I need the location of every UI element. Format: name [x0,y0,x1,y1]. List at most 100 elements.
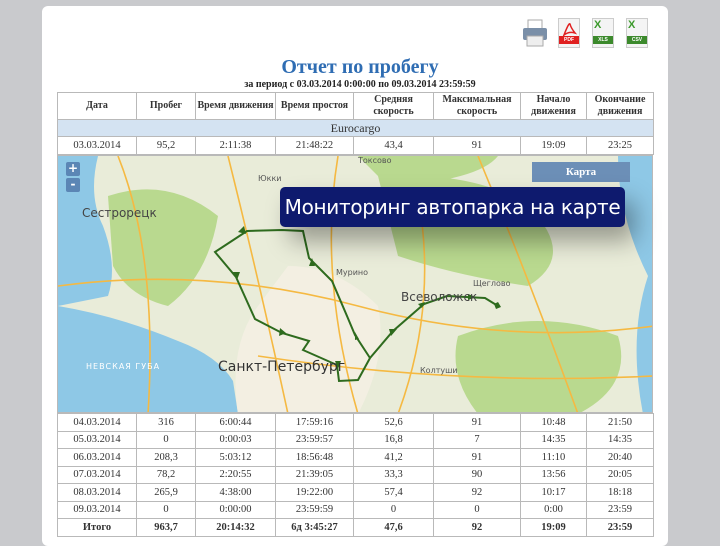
cell: 57,4 [353,483,434,502]
table-row[interactable]: 03.03.2014 95,2 2:11:38 21:48:22 43,4 91… [57,136,654,155]
col-header[interactable]: Максимальная скорость [433,92,521,120]
cell: 90 [433,465,521,484]
report-table-body: 04.03.2014 316 6:00:44 17:59:16 52,6 91 10:48 2… [57,413,654,537]
cell: 16,8 [353,430,434,449]
map-label: Мурино [336,268,369,277]
zoom-out-button[interactable]: - [66,178,80,192]
cell: 08.03.2014 [57,483,137,502]
cell: 0 [136,430,196,449]
cell: 19:09 [520,518,587,537]
cell: 47,6 [353,518,434,537]
xls-icon: X XLS [592,18,614,48]
cell: 23:59 [586,518,654,537]
table-row[interactable]: 06.03.2014 208,3 5:03:12 18:56:48 41,2 91 11:1… [57,448,654,467]
csv-icon: X CSV [626,18,648,48]
cell: 07.03.2014 [57,465,137,484]
xls-button[interactable]: X XLS [590,18,616,48]
col-header[interactable]: Средняя скорость [353,92,434,120]
cell: 2:11:38 [195,136,276,155]
vehicle-group-row: Eurocargo [57,119,654,137]
map-label: Сестрорецк [82,206,157,220]
map-layer-button[interactable]: Карта [532,162,630,182]
cell: 91 [433,448,521,467]
map-label: Юкки [258,174,282,183]
pdf-icon: PDF [558,18,580,48]
promo-banner: Мониторинг автопарка на карте [280,187,625,227]
cell: 13:56 [520,465,587,484]
col-header[interactable]: Окончание движения [586,92,654,120]
print-icon [523,19,547,47]
table-row[interactable]: 04.03.2014 316 6:00:44 17:59:16 52,6 91 10:48 2… [57,413,654,432]
cell: 95,2 [136,136,196,155]
cell: 14:35 [586,430,654,449]
cell: 20:05 [586,465,654,484]
zoom-in-button[interactable]: + [66,161,80,176]
cell: 6д 3:45:27 [275,518,354,537]
cell: 03.03.2014 [57,136,137,155]
report-table-header: Дата Пробег Время движения Время простоя… [57,92,654,155]
cell: 11:10 [520,448,587,467]
cell: 10:48 [520,413,587,432]
col-header[interactable]: Время простоя [275,92,354,120]
print-button[interactable] [522,18,548,48]
cell: 0 [353,500,434,519]
cell: 92 [433,518,521,537]
cell: 20:14:32 [195,518,276,537]
cell: 92 [433,483,521,502]
cell: 04.03.2014 [57,413,137,432]
cell: 0:00:03 [195,430,276,449]
cell: 208,3 [136,448,196,467]
table-row[interactable]: 08.03.2014 265,9 4:38:00 19:22:00 57,4 92 10:1… [57,483,654,502]
map-label: Колтуши [420,366,458,375]
export-toolbar: PDF X XLS X CSV [522,18,650,48]
cell: 5:03:12 [195,448,276,467]
table-row[interactable]: 05.03.2014 0 0:00:03 23:59:57 16,8 7 14:35 14:3… [57,430,654,449]
cell: 41,2 [353,448,434,467]
cell: 23:59:59 [275,500,354,519]
water-neva-bay [58,306,238,412]
cell: 18:56:48 [275,448,354,467]
cell: 17:59:16 [275,413,354,432]
cell: 52,6 [353,413,434,432]
csv-button[interactable]: X CSV [624,18,650,48]
col-header[interactable]: Время движения [195,92,276,120]
vehicle-route [213,229,499,383]
cell: 23:59 [586,500,654,519]
map-label: Токсово [358,156,392,165]
col-header[interactable]: Пробег [136,92,196,120]
cell: 06.03.2014 [57,448,137,467]
cell: 18:18 [586,483,654,502]
total-row[interactable]: Итого 963,7 20:14:32 6д 3:45:27 47,6 92 19:09 2… [57,518,654,537]
zoom-controls: + - [66,162,80,194]
cell: 09.03.2014 [57,500,137,519]
cell: 4:38:00 [195,483,276,502]
col-header[interactable]: Дата [57,92,137,120]
map-label-city: Санкт-Петербург [218,359,346,375]
cell: 23:59:57 [275,430,354,449]
map-label: Щеглово [473,279,511,288]
cell: 2:20:55 [195,465,276,484]
table-row[interactable]: 07.03.2014 78,2 2:20:55 21:39:05 33,3 90 13:56… [57,465,654,484]
water-gulf [58,156,112,306]
cell: 43,4 [353,136,434,155]
cell: 78,2 [136,465,196,484]
cell: 91 [433,413,521,432]
cell: 19:22:00 [275,483,354,502]
map-label-water: НЕВСКАЯ ГУБА [86,362,161,371]
report-title: Отчет по пробегу [281,56,439,78]
cell: 0:00 [520,500,587,519]
report-period: за период с 03.03.2014 0:00:00 по 09.03.… [244,79,476,90]
water-ladoga [618,156,652,412]
cell: 23:25 [586,136,654,155]
pdf-button[interactable]: PDF [556,18,582,48]
route-arrows [233,226,501,369]
cell: 20:40 [586,448,654,467]
cell: 0 [136,500,196,519]
col-header[interactable]: Начало движения [520,92,587,120]
cell: 265,9 [136,483,196,502]
table-row[interactable]: 09.03.2014 0 0:00:00 23:59:59 0 0 0:00 23:59 [57,500,654,519]
cell: 21:48:22 [275,136,354,155]
cell: 963,7 [136,518,196,537]
cell: 21:39:05 [275,465,354,484]
cell: 0 [433,500,521,519]
